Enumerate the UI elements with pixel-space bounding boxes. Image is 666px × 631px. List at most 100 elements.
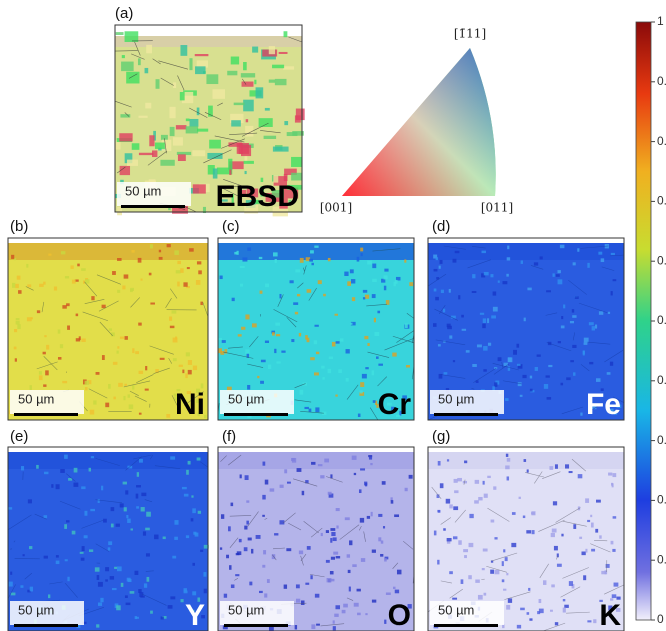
map-speckle [454, 479, 458, 483]
map-speckle [544, 384, 548, 389]
map-speckle [566, 377, 570, 380]
map-speckle [263, 462, 266, 466]
map-speckle [247, 385, 250, 390]
map-speckle [186, 119, 190, 122]
map-speckle [310, 575, 312, 579]
map-speckle [464, 555, 467, 558]
map-speckle [43, 384, 46, 386]
map-speckle [309, 259, 313, 262]
map-speckle [44, 472, 48, 474]
map-speckle [275, 323, 280, 326]
map-speckle [113, 362, 117, 365]
map-speckle [269, 627, 274, 631]
map-speckle [530, 376, 532, 379]
map-speckle [295, 269, 300, 272]
scale-bar-label: 50 µm [18, 602, 54, 617]
map-speckle [581, 552, 585, 556]
map-speckle [360, 468, 365, 470]
map-speckle [505, 398, 508, 401]
map-speckle [561, 383, 564, 386]
map-speckle [328, 258, 331, 261]
map-speckle [483, 346, 487, 351]
map-speckle [520, 608, 525, 611]
map-speckle [570, 360, 574, 362]
map-speckle [16, 321, 20, 325]
map-speckle [447, 538, 452, 541]
map-speckle [259, 118, 273, 127]
map-speckle [186, 470, 189, 475]
map-speckle [74, 468, 78, 473]
map-speckle [290, 280, 294, 283]
map-speckle [322, 377, 324, 380]
map-speckle [128, 394, 130, 397]
map-speckle [311, 263, 313, 265]
map-speckle [132, 143, 140, 150]
panel-label: (b) [10, 218, 28, 235]
map-speckle [613, 279, 617, 281]
map-speckle [520, 395, 523, 397]
map-speckle [474, 500, 479, 503]
map-speckle [281, 351, 285, 353]
map-speckle [98, 499, 100, 503]
map-speckle [404, 259, 406, 262]
element-label: K [599, 599, 621, 631]
map-speckle [262, 565, 265, 568]
map-speckle [336, 341, 340, 343]
map-speckle [376, 356, 379, 358]
map-speckle [90, 509, 95, 511]
map-speckle [585, 498, 589, 503]
map-speckle [58, 329, 61, 333]
map-speckle [245, 475, 249, 480]
map-speckle [269, 46, 275, 54]
map-speckle [550, 610, 553, 612]
map-speckle [548, 365, 552, 367]
map-speckle [382, 481, 386, 485]
map-speckle [305, 583, 309, 585]
map-speckle [145, 68, 149, 73]
map-void [218, 447, 414, 452]
map-speckle [130, 289, 133, 292]
map-speckle [222, 340, 226, 343]
map-speckle [203, 572, 206, 577]
map-speckle [126, 72, 139, 84]
map-speckle [269, 80, 275, 83]
map-speckle [350, 269, 354, 273]
map-speckle [44, 556, 48, 559]
map-speckle [384, 558, 387, 562]
map-speckle [180, 268, 183, 273]
map-speckle [472, 291, 477, 293]
map-speckle [320, 475, 324, 478]
map-void [428, 447, 624, 452]
map-speckle [307, 546, 311, 550]
map-speckle [114, 567, 117, 569]
map-speckle [174, 520, 178, 525]
map-speckle [299, 390, 303, 395]
map-speckle [96, 372, 100, 375]
map-speckle [136, 485, 141, 487]
map-speckle [120, 337, 124, 339]
map-speckle [374, 318, 376, 323]
map-speckle [207, 153, 222, 159]
map-speckle [124, 507, 127, 511]
map-speckle [95, 567, 100, 571]
map-speckle [354, 603, 359, 607]
map-speckle [284, 121, 288, 125]
map-speckle [191, 518, 194, 521]
map-speckle [498, 280, 500, 282]
map-speckle [117, 290, 120, 293]
map-speckle [193, 184, 206, 193]
map-speckle [168, 605, 173, 609]
map-speckle [111, 507, 115, 511]
map-speckle [116, 605, 121, 610]
map-speckle [527, 288, 531, 291]
scale-bar [434, 624, 498, 627]
map-speckle [462, 329, 466, 331]
map-speckle [311, 624, 315, 629]
map-speckle [483, 481, 485, 485]
map-speckle [364, 482, 367, 486]
map-speckle [177, 282, 180, 287]
map-speckle [182, 370, 184, 374]
map-speckle [127, 519, 131, 523]
map-speckle [453, 360, 455, 362]
map-speckle [498, 357, 502, 361]
